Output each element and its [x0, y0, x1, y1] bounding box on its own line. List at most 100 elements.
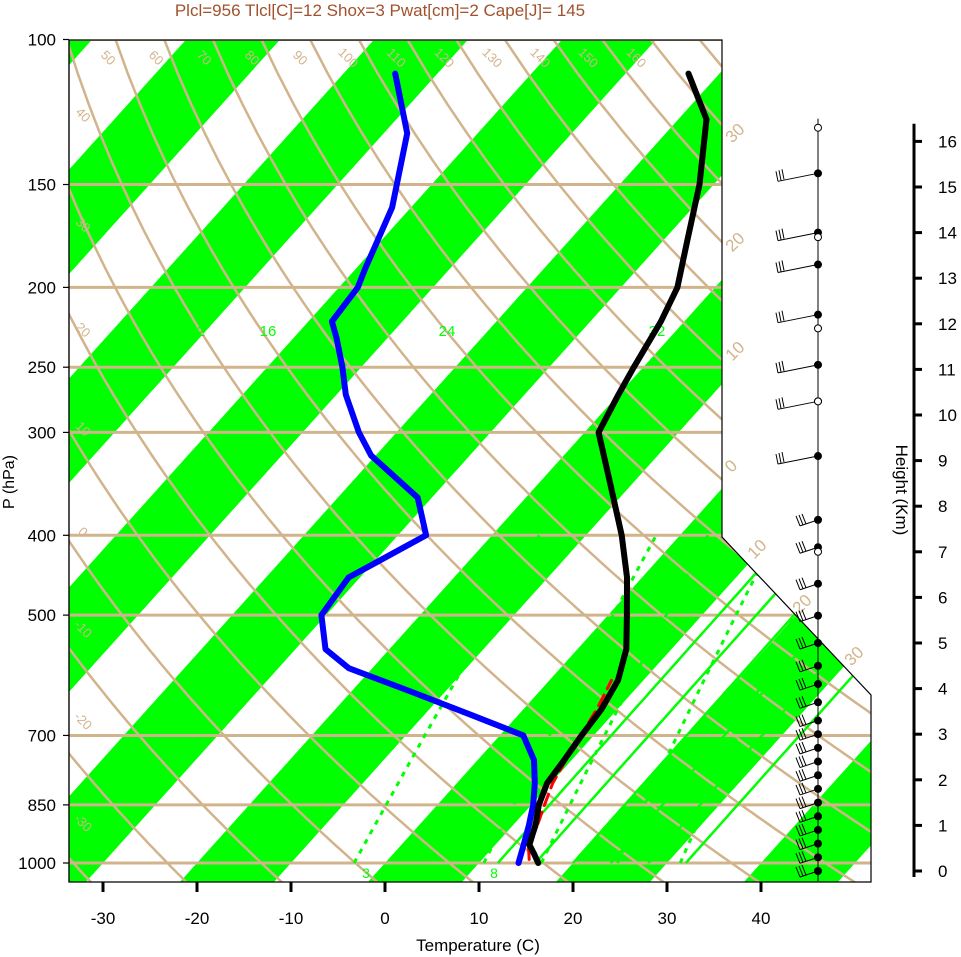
wind-barb-feather: [795, 515, 801, 527]
wind-barb-feather: [775, 262, 779, 273]
x-tick-label: -30: [91, 909, 116, 928]
dry-adiabat: [69, 40, 381, 882]
wind-open-point: [814, 123, 822, 132]
wind-barb-feather: [801, 696, 807, 707]
wind-barb-feather: [798, 715, 804, 726]
moist-adiabat: [684, 366, 871, 864]
wind-barb-feather: [795, 853, 801, 864]
wind-barb-feather: [798, 783, 804, 795]
wind-barb-feather: [795, 543, 801, 554]
wind-barb-feather: [798, 838, 804, 849]
mixing-ratio-lines: [352, 534, 834, 864]
mixing-ratio-line: [540, 534, 710, 864]
wind-barb-feather: [795, 679, 801, 691]
wind-barb-feather: [795, 839, 801, 850]
wind-barb-feather: [801, 769, 807, 780]
band: [554, 40, 871, 882]
dry-adiabat: [406, 40, 871, 882]
x-tick-label: 30: [658, 909, 677, 928]
wind-barb-staff: [777, 232, 819, 242]
wind-barb-feather: [775, 312, 779, 323]
dry-adiabat: [260, 40, 871, 882]
y-tick-label: 250: [28, 358, 56, 377]
wind-barb-feather: [801, 636, 807, 648]
wind-barb-feather: [801, 823, 807, 835]
wind-barb-feather: [801, 810, 807, 821]
wind-barb-feather: [801, 728, 807, 739]
wind-open-point: [814, 397, 822, 406]
wind-barb-feather: [778, 398, 782, 409]
height-tick-label: 7: [938, 543, 947, 562]
wind-barb-feather: [801, 782, 807, 794]
wind-barb-feather: [781, 397, 785, 408]
isotherm-label-left: 0: [75, 524, 91, 540]
wind-barb-feather: [801, 837, 807, 848]
dry-adiabat-shading: [69, 40, 871, 882]
moist-adiabat: [609, 366, 871, 864]
height-axis-label: Height (Km): [892, 445, 911, 536]
wind-barb-feather: [795, 698, 801, 709]
height-tick-label: 12: [938, 315, 957, 334]
y-tick-label: 500: [28, 606, 56, 625]
y-tick-label: 200: [28, 278, 56, 297]
wind-barb-feather: [798, 514, 804, 526]
dry-adiabat: [211, 40, 871, 882]
dry-adiabat-label: 90: [290, 47, 311, 68]
wind-barb-feather: [795, 716, 801, 727]
wind-barb-feather: [801, 541, 807, 552]
x-tick-label: 0: [380, 909, 389, 928]
wind-barb-feather: [781, 228, 785, 239]
height-tick-label: 15: [938, 178, 957, 197]
height-tick-label: 16: [938, 132, 957, 151]
wind-barb-feather: [801, 677, 807, 689]
wind-barb-feather: [801, 796, 807, 807]
moist-adiabat-label: 16: [260, 323, 277, 340]
wind-barb-feather: [795, 579, 801, 590]
wind-barb-feather: [798, 578, 804, 589]
wind-barb-feather: [801, 851, 807, 862]
wind-barb-feather: [795, 866, 801, 878]
wind-barb-feather: [795, 611, 801, 622]
wind-barb-feather: [798, 811, 804, 822]
dry-adiabat: [69, 40, 763, 882]
wind-barb-staff: [777, 455, 819, 465]
height-tick-label: 0: [938, 862, 947, 881]
dewpoint-line: [318, 70, 538, 866]
band: [69, 40, 485, 882]
mixing-ratio-line: [352, 534, 541, 864]
wind-barb-feather: [778, 261, 782, 272]
wind-barb-staff: [777, 400, 819, 410]
wind-barb-feather: [801, 659, 807, 670]
wind-barb-feather: [795, 661, 801, 672]
wind-barb-staff: [777, 172, 819, 182]
wind-barb-staff: [777, 314, 819, 324]
y-tick-label: 1000: [18, 854, 56, 873]
height-tick-label: 14: [938, 224, 957, 243]
dry-adiabat: [308, 40, 871, 882]
dry-adiabat: [163, 40, 871, 882]
wind-barb-feather: [775, 399, 779, 410]
y-tick-label: 150: [28, 176, 56, 195]
dry-adiabat: [69, 40, 285, 882]
mixing-ratio-label: 3: [362, 865, 370, 881]
y-tick-label: 400: [28, 526, 56, 545]
isotherm-label-right: 20: [789, 591, 816, 618]
wind-open-point: [814, 547, 822, 556]
mixing-ratio-line: [482, 534, 658, 864]
wind-barb-feather: [798, 660, 804, 671]
height-tick-label: 3: [938, 725, 947, 744]
y-axis-label: P (hPa): [1, 455, 18, 509]
isotherm-label-right: 10: [744, 536, 771, 563]
x-tick-label: 40: [752, 909, 771, 928]
moist-adiabat: [572, 366, 871, 864]
x-tick-label: 20: [564, 909, 583, 928]
wind-barb-feather: [798, 824, 804, 836]
dry-adiabat: [357, 40, 871, 882]
wind-barb-feather: [795, 757, 801, 768]
height-tick-label: 13: [938, 269, 957, 288]
wind-barb-feather: [778, 311, 782, 322]
wind-barb-feather: [798, 770, 804, 781]
dry-adiabat: [69, 40, 572, 882]
moist-adiabat-label: 12: [189, 323, 206, 340]
